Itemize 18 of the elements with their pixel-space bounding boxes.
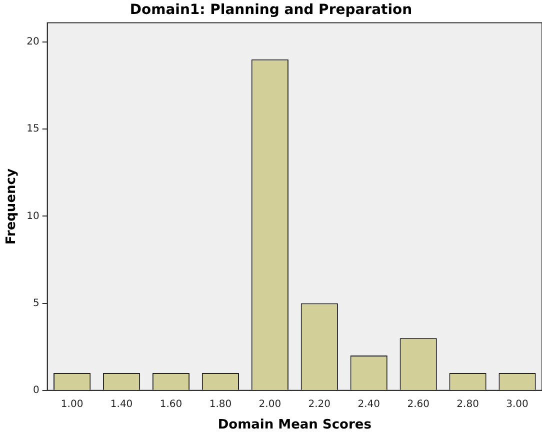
x-axis-title: Domain Mean Scores (218, 418, 372, 433)
y-tick-label: 15 (26, 124, 40, 135)
x-tick-label: 3.00 (506, 398, 528, 410)
x-tick-label: 2.40 (358, 398, 380, 410)
x-tick-label: 2.80 (456, 398, 479, 410)
x-tick-label: 1.00 (60, 398, 84, 410)
y-tick-label: 10 (26, 210, 40, 222)
x-tick-label: 1.80 (209, 398, 232, 410)
y-tick-label: 5 (32, 298, 40, 309)
x-tick-label: 1.40 (110, 398, 133, 410)
y-tick-label: 0 (32, 384, 40, 396)
x-tick-label: 2.60 (407, 398, 430, 410)
chart-title: Domain1: Planning and Preparation (130, 2, 412, 18)
x-tick-label: 2.20 (308, 398, 331, 410)
x-tick-label: 2.00 (258, 398, 282, 410)
y-tick-label: 20 (26, 36, 40, 48)
y-axis-title: Frequency (4, 168, 20, 245)
x-tick-label: 1.60 (160, 398, 182, 410)
